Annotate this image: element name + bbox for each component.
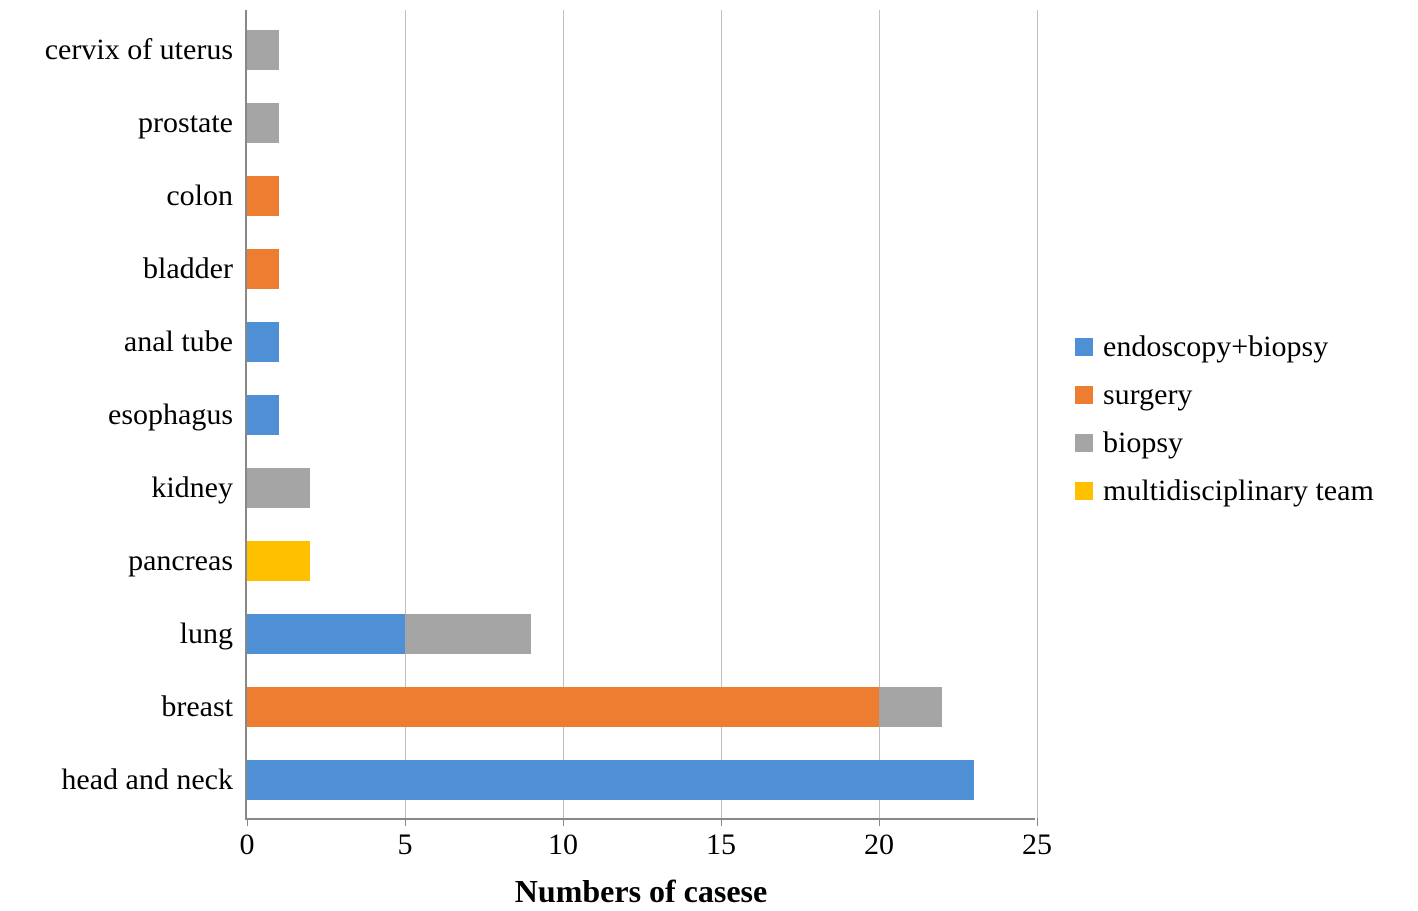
y-tick-label: bladder	[143, 252, 247, 286]
legend-swatch	[1075, 482, 1093, 500]
y-tick-label: prostate	[138, 106, 247, 140]
legend-item: endoscopy+biopsy	[1075, 330, 1374, 364]
y-tick-label: cervix of uterus	[45, 33, 247, 67]
bar-row	[247, 395, 279, 435]
y-tick-label: pancreas	[128, 544, 247, 578]
x-tick-label: 15	[706, 818, 736, 862]
legend-swatch	[1075, 386, 1093, 404]
bar-row	[247, 176, 279, 216]
x-tick-label: 25	[1022, 818, 1052, 862]
legend-label: surgery	[1103, 378, 1192, 412]
bar-segment-biopsy	[405, 614, 531, 654]
x-tick-label: 5	[398, 818, 413, 862]
gridline	[1037, 10, 1038, 818]
bar-segment-endoscopy_biopsy	[247, 395, 279, 435]
bar-segment-biopsy	[247, 468, 310, 508]
bar-segment-endoscopy_biopsy	[247, 322, 279, 362]
y-tick-label: breast	[161, 690, 247, 724]
legend-item: multidisciplinary team	[1075, 474, 1374, 508]
legend-item: biopsy	[1075, 426, 1374, 460]
cases-by-site-chart: Numbers of casese 0 5 10 15 20 25 cervix of ut…	[0, 0, 1418, 911]
bar-row	[247, 760, 974, 800]
bar-segment-endoscopy_biopsy	[247, 614, 405, 654]
bar-row	[247, 322, 279, 362]
bar-row	[247, 103, 279, 143]
y-tick-label: lung	[180, 617, 247, 651]
x-tick-label: 0	[240, 818, 255, 862]
legend-item: surgery	[1075, 378, 1374, 412]
bar-segment-surgery	[247, 687, 879, 727]
y-tick-label: esophagus	[108, 398, 247, 432]
bar-segment-biopsy	[879, 687, 942, 727]
bar-row	[247, 541, 310, 581]
plot-area: Numbers of casese 0510152025cervix of ut…	[245, 10, 1035, 820]
legend-swatch	[1075, 338, 1093, 356]
bar-segment-biopsy	[247, 30, 279, 70]
bar-row	[247, 468, 310, 508]
y-tick-label: anal tube	[124, 325, 247, 359]
bar-segment-multidisciplinary	[247, 541, 310, 581]
legend: endoscopy+biopsy surgery biopsy multidiscip…	[1075, 330, 1374, 522]
y-tick-label: kidney	[151, 471, 247, 505]
y-tick-label: colon	[166, 179, 247, 213]
bar-segment-biopsy	[247, 103, 279, 143]
legend-label: multidisciplinary team	[1103, 474, 1374, 508]
bar-segment-surgery	[247, 176, 279, 216]
bar-row	[247, 249, 279, 289]
x-tick-label: 20	[864, 818, 894, 862]
y-tick-label: head and neck	[61, 763, 247, 797]
x-tick-label: 10	[548, 818, 578, 862]
x-axis-title: Numbers of casese	[515, 873, 767, 910]
legend-label: endoscopy+biopsy	[1103, 330, 1328, 364]
bar-segment-endoscopy_biopsy	[247, 760, 974, 800]
bar-row	[247, 30, 279, 70]
legend-swatch	[1075, 434, 1093, 452]
bar-row	[247, 614, 531, 654]
legend-label: biopsy	[1103, 426, 1183, 460]
bar-row	[247, 687, 942, 727]
bar-segment-surgery	[247, 249, 279, 289]
